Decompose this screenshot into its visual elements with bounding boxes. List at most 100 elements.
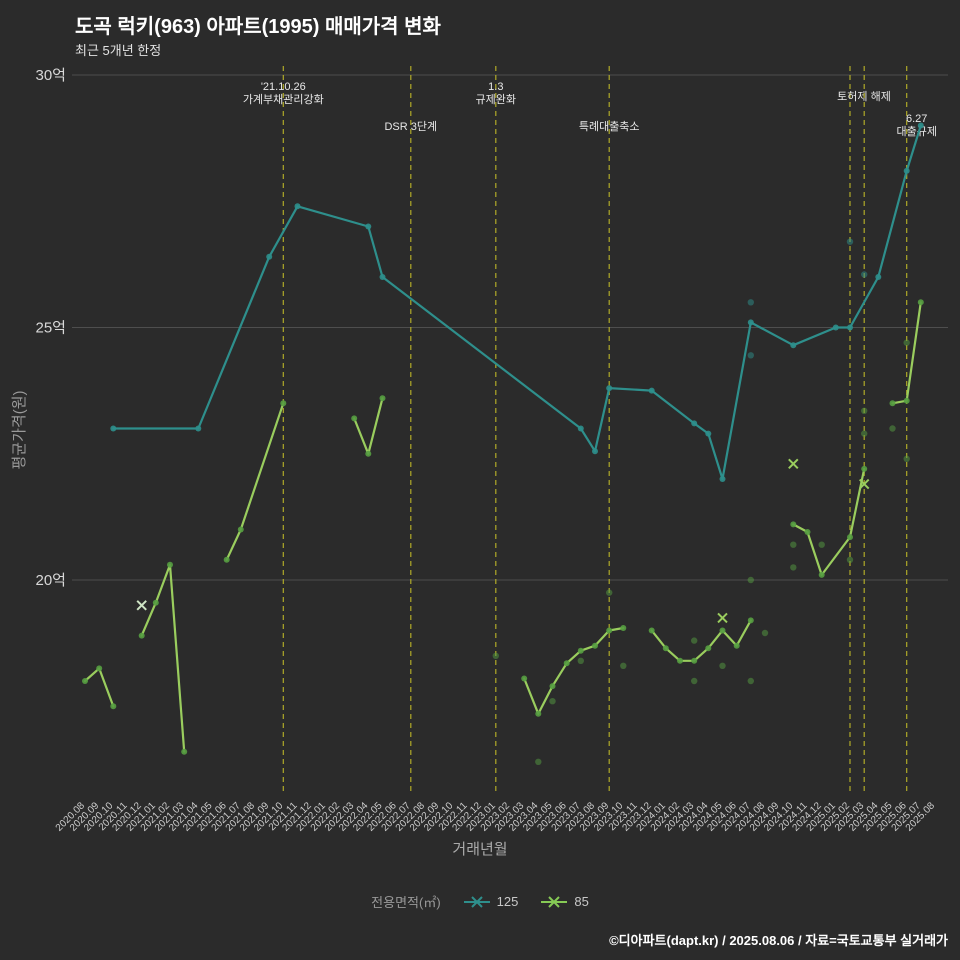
series-85-line xyxy=(523,626,625,715)
series-85-point xyxy=(379,395,386,402)
series-85-line xyxy=(225,402,285,561)
series-85-point xyxy=(351,415,358,422)
x-axis-title: 거래년월 xyxy=(452,841,508,858)
series-85-point xyxy=(818,571,825,578)
series-125-point xyxy=(606,385,613,392)
series-85-point xyxy=(861,465,868,472)
series-125-deal-dot xyxy=(846,238,854,245)
series-85-deal-dot xyxy=(691,677,698,685)
series-85-line xyxy=(792,467,866,577)
y-tick-label: 20억 xyxy=(36,572,67,589)
event-label: '21.10.26 xyxy=(261,81,306,93)
series-85-line xyxy=(650,619,752,662)
series-85-deal-dot xyxy=(535,758,542,765)
series-85-point xyxy=(733,642,740,649)
series-85-point xyxy=(592,642,598,649)
series-85-deal-dot xyxy=(903,339,910,346)
event-label: DSR 3단계 xyxy=(384,120,437,133)
credit-footer: ©디아파트(dapt.kr) / 2025.08.06 / 자료=국토교통부 실… xyxy=(609,933,948,948)
series-85-point xyxy=(719,627,726,634)
series-125-deal-dot xyxy=(747,299,754,306)
series-85-point xyxy=(620,625,627,631)
series-125-deal-dot xyxy=(861,271,868,278)
series-125-point xyxy=(592,448,598,455)
series-85-point xyxy=(167,561,173,568)
series-85-point xyxy=(847,534,853,541)
series-85-point xyxy=(181,748,188,755)
legend-item-125[interactable]: 125 xyxy=(463,894,518,909)
series-125-point xyxy=(875,274,882,280)
series-85-point xyxy=(677,657,683,664)
series-125-line xyxy=(112,124,922,481)
event-label: 1.3 xyxy=(488,81,503,93)
y-tick-label: 30억 xyxy=(36,67,67,84)
series-85-point xyxy=(917,299,924,306)
series-85-deal-dot xyxy=(747,576,754,584)
series-85-point xyxy=(280,400,287,407)
series-125-point xyxy=(705,430,712,437)
series-85-point xyxy=(804,529,811,535)
series-85-deal-dot xyxy=(846,556,854,563)
series-85-deal-dot xyxy=(761,629,769,637)
series-125-point xyxy=(266,253,273,260)
series-125-point xyxy=(365,223,372,230)
line-x-marker-icon xyxy=(541,895,568,908)
series-85-point xyxy=(549,683,556,690)
series-85-point xyxy=(705,645,712,652)
series-85-point xyxy=(747,617,754,624)
series-125-point xyxy=(790,342,797,349)
series-85-point xyxy=(365,450,372,457)
legend-title: 전용면적(㎡) xyxy=(371,895,441,910)
series-125-point xyxy=(195,425,202,432)
series-85-point xyxy=(606,627,613,634)
series-85-deal-dot xyxy=(790,541,797,548)
series-85-deal-dot xyxy=(861,430,868,437)
series-125-point xyxy=(747,319,754,326)
line-x-marker-icon xyxy=(463,895,490,908)
series-85-cancel-x-marker xyxy=(788,458,799,470)
series-85-line xyxy=(353,397,384,455)
event-label: 가계부채관리강화 xyxy=(243,93,324,106)
series-85-line xyxy=(83,667,115,708)
y-axis-title: 평균가격(원) xyxy=(11,390,28,470)
series-125-point xyxy=(691,420,698,427)
series-85-point xyxy=(152,599,159,606)
series-85-deal-dot xyxy=(549,698,556,705)
series-85-point xyxy=(138,632,145,639)
series-85-deal-dot xyxy=(691,637,698,644)
series-85-point xyxy=(223,556,230,563)
series-85-point xyxy=(577,647,584,654)
series-85-line xyxy=(140,563,186,753)
series-85-line xyxy=(891,301,922,405)
series-125-point xyxy=(903,167,910,174)
series-125-point xyxy=(294,203,301,210)
series-125-point xyxy=(719,476,726,482)
series-125-deal-dot xyxy=(747,352,754,359)
series-85-deal-dot xyxy=(903,455,910,462)
series-125-point xyxy=(917,122,924,129)
series-125-point xyxy=(847,324,853,331)
series-85-point xyxy=(535,710,542,717)
series-85-deal-dot xyxy=(790,564,797,571)
series-85-point xyxy=(110,703,117,710)
series-85-deal-dot xyxy=(747,677,754,685)
y-tick-label: 25억 xyxy=(36,320,67,337)
series-85-point xyxy=(521,675,528,682)
legend: 전용면적(㎡) 125 85 xyxy=(0,892,960,911)
series-85-point xyxy=(648,627,655,634)
series-125-point xyxy=(648,387,655,394)
legend-item-label: 85 xyxy=(574,894,589,909)
series-85-deal-dot xyxy=(577,657,584,664)
series-85-cancel-x-marker xyxy=(717,612,728,624)
page-title: 도곡 럭키(963) 아파트(1995) 매매가격 변화 xyxy=(75,16,441,38)
series-125-point xyxy=(832,324,839,331)
series-85-deal-dot xyxy=(492,652,499,659)
event-label: 6.27 xyxy=(906,113,927,125)
series-125-point xyxy=(110,425,117,432)
series-85-cancel-x-marker xyxy=(136,600,147,611)
legend-item-85[interactable]: 85 xyxy=(540,894,589,909)
series-85-point xyxy=(662,645,669,652)
series-85-point xyxy=(889,400,896,407)
series-85-point xyxy=(96,665,103,672)
